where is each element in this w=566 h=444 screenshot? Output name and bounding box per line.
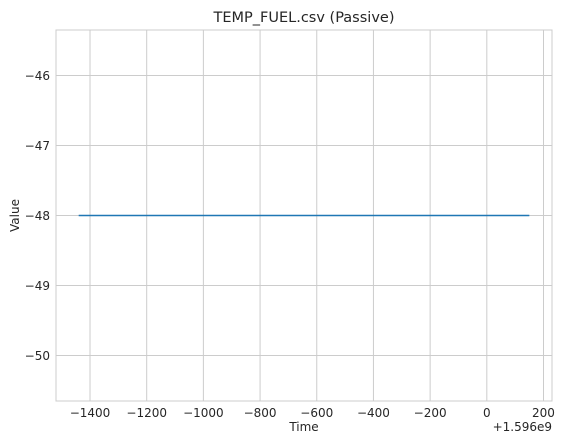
chart-title: TEMP_FUEL.csv (Passive) bbox=[213, 10, 395, 26]
x-tick-label: −600 bbox=[300, 406, 333, 420]
x-axis-label: Time bbox=[288, 420, 318, 434]
y-tick-label: −46 bbox=[25, 69, 50, 83]
y-tick-label: −50 bbox=[25, 349, 50, 363]
y-tick-label: −47 bbox=[25, 139, 50, 153]
x-tick-label: 200 bbox=[532, 406, 555, 420]
y-tick-labels: −46 −47 −48 −49 −50 bbox=[25, 69, 50, 363]
x-tick-label: −400 bbox=[357, 406, 390, 420]
x-axis-offset-label: +1.596e9 bbox=[493, 420, 552, 434]
y-tick-label: −48 bbox=[25, 209, 50, 223]
x-tick-label: 0 bbox=[483, 406, 491, 420]
x-tick-label: −1000 bbox=[183, 406, 224, 420]
x-tick-label: −200 bbox=[414, 406, 447, 420]
y-tick-label: −49 bbox=[25, 279, 50, 293]
x-tick-label: −800 bbox=[244, 406, 277, 420]
x-tick-labels: −1400 −1200 −1000 −800 −600 −400 −200 0 200 bbox=[70, 406, 555, 420]
y-axis-label: Value bbox=[8, 199, 22, 232]
x-tick-label: −1400 bbox=[70, 406, 111, 420]
plot-frame bbox=[55, 29, 553, 402]
x-tick-label: −1200 bbox=[126, 406, 167, 420]
